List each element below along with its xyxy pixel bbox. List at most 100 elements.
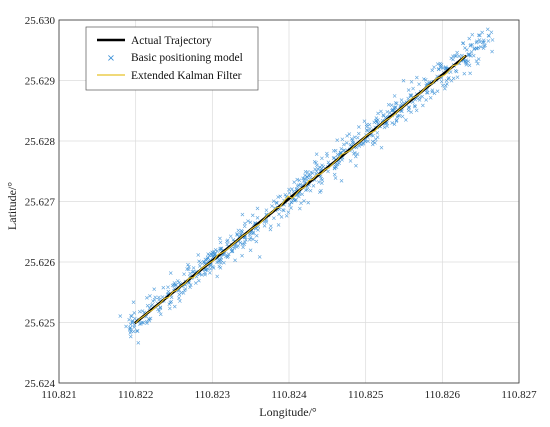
- positioning-point: [453, 68, 458, 73]
- positioning-point: [415, 75, 419, 80]
- positioning-point: [191, 266, 196, 270]
- positioning-point: [248, 236, 253, 240]
- positioning-point: [370, 139, 375, 144]
- positioning-point: [352, 151, 356, 156]
- positioning-point: [355, 135, 360, 140]
- positioning-point: [475, 39, 479, 44]
- positioning-point: [161, 285, 166, 290]
- positioning-point: [308, 188, 313, 193]
- positioning-point: [130, 319, 135, 324]
- positioning-point: [470, 32, 475, 37]
- positioning-point: [226, 254, 230, 258]
- positioning-point: [451, 57, 455, 62]
- positioning-point: [439, 62, 444, 67]
- positioning-point: [283, 192, 288, 197]
- positioning-point: [191, 269, 196, 274]
- positioning-point: [392, 94, 397, 98]
- positioning-point: [289, 200, 294, 205]
- positioning-point: [315, 163, 319, 168]
- positioning-point: [441, 83, 445, 88]
- positioning-point: [240, 253, 244, 258]
- positioning-point: [386, 102, 391, 107]
- positioning-point: [242, 240, 247, 244]
- positioning-point: [255, 206, 260, 211]
- positioning-point: [212, 252, 217, 256]
- positioning-point: [409, 93, 414, 97]
- positioning-point: [182, 272, 186, 277]
- positioning-point: [187, 265, 191, 269]
- positioning-point: [157, 309, 161, 313]
- positioning-point: [262, 223, 267, 228]
- positioning-point: [481, 46, 486, 51]
- positioning-point: [219, 246, 224, 251]
- positioning-point: [376, 111, 380, 116]
- positioning-point: [468, 71, 472, 76]
- positioning-point: [472, 47, 476, 51]
- positioning-point: [208, 270, 212, 275]
- positioning-point: [314, 160, 318, 165]
- trajectory-lines: [134, 54, 467, 324]
- positioning-point: [340, 158, 344, 162]
- positioning-point: [141, 320, 146, 325]
- positioning-point: [272, 216, 276, 220]
- positioning-point: [382, 125, 387, 130]
- positioning-point: [247, 233, 252, 237]
- positioning-point: [490, 49, 494, 54]
- positioning-point: [442, 86, 447, 91]
- positioning-point: [351, 140, 355, 145]
- positioning-point: [424, 98, 428, 102]
- positioning-point: [428, 95, 433, 100]
- positioning-point: [326, 169, 330, 174]
- positioning-point: [445, 82, 449, 86]
- positioning-point: [219, 255, 223, 260]
- legend: Actual Trajectory × Basic positioning mo…: [85, 26, 259, 91]
- positioning-point: [331, 156, 336, 161]
- positioning-point: [305, 175, 310, 180]
- positioning-point: [128, 334, 133, 339]
- positioning-point: [127, 317, 131, 322]
- positioning-point: [357, 125, 361, 129]
- positioning-point: [388, 110, 392, 115]
- positioning-point: [188, 285, 192, 290]
- positioning-point: [325, 151, 329, 156]
- positioning-point: [338, 150, 343, 155]
- x-tick-label: 110.823: [195, 389, 231, 401]
- positioning-point: [390, 121, 394, 125]
- positioning-point: [193, 281, 198, 285]
- positioning-point: [362, 119, 367, 123]
- positioning-point: [213, 252, 218, 256]
- positioning-point: [131, 329, 136, 334]
- positioning-point: [476, 61, 480, 66]
- positioning-point: [277, 212, 281, 216]
- positioning-point: [337, 161, 341, 166]
- positioning-point: [372, 120, 377, 125]
- positioning-point: [422, 77, 426, 81]
- positioning-point: [156, 307, 160, 312]
- positioning-point: [332, 166, 337, 170]
- positioning-point: [152, 298, 157, 302]
- positioning-point: [248, 248, 253, 253]
- positioning-point: [292, 180, 297, 184]
- positioning-point: [320, 178, 325, 182]
- positioning-point: [349, 136, 354, 141]
- positioning-point: [430, 90, 434, 94]
- positioning-point: [396, 113, 400, 118]
- positioning-point: [233, 258, 237, 263]
- positioning-point: [217, 264, 222, 269]
- positioning-point: [190, 269, 195, 274]
- positioning-point: [230, 249, 235, 254]
- positioning-point: [197, 278, 201, 283]
- positioning-point: [425, 90, 430, 95]
- y-tick-label: 25.628: [25, 136, 56, 148]
- positioning-point: [246, 219, 250, 223]
- positioning-point: [471, 53, 476, 58]
- positioning-point: [215, 274, 220, 279]
- positioning-point: [287, 203, 292, 207]
- positioning-point: [256, 228, 260, 232]
- positioning-point: [136, 340, 141, 345]
- positioning-point: [254, 239, 259, 244]
- positioning-point: [482, 40, 486, 45]
- positioning-point: [314, 152, 319, 156]
- positioning-point: [370, 142, 375, 147]
- positioning-point: [145, 321, 149, 326]
